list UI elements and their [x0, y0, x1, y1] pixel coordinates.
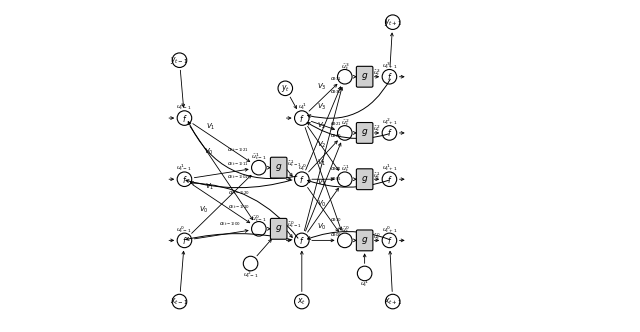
Text: $g$: $g$ — [275, 162, 282, 173]
FancyBboxPatch shape — [356, 169, 373, 190]
Text: $V_2$: $V_2$ — [317, 140, 326, 150]
Text: $V_0$: $V_0$ — [317, 222, 326, 232]
Text: $f$: $f$ — [387, 235, 392, 246]
Text: $\alpha_{(t-1)00}$: $\alpha_{(t-1)00}$ — [219, 221, 241, 228]
Text: $\alpha_{(t-1)01}$: $\alpha_{(t-1)01}$ — [227, 174, 249, 181]
Text: $u^3_{t+1}$: $u^3_{t+1}$ — [381, 60, 397, 71]
Text: $\alpha_{(t-1)21}$: $\alpha_{(t-1)21}$ — [227, 146, 249, 154]
Text: $\alpha_{t01}$: $\alpha_{t01}$ — [330, 175, 342, 183]
Text: $f$: $f$ — [387, 127, 392, 138]
Text: $y_{t-1}$: $y_{t-1}$ — [170, 55, 189, 66]
Text: $x_t$: $x_t$ — [298, 296, 307, 307]
FancyBboxPatch shape — [271, 157, 287, 178]
Text: $\alpha_{(t-1)11}$: $\alpha_{(t-1)11}$ — [227, 160, 249, 168]
Text: $f$: $f$ — [182, 113, 188, 124]
Text: $x_{t-1}$: $x_{t-1}$ — [170, 296, 189, 307]
Text: $f$: $f$ — [299, 174, 305, 185]
Text: $f$: $f$ — [299, 235, 305, 246]
Text: $\alpha_{t11}$: $\alpha_{t11}$ — [330, 165, 342, 173]
Text: $u^1_{t+1}$: $u^1_{t+1}$ — [381, 163, 397, 173]
Text: $V_0$: $V_0$ — [317, 199, 326, 209]
Text: $u^2_{t-1}$: $u^2_{t-1}$ — [176, 101, 191, 112]
Text: $V_0$: $V_0$ — [204, 147, 214, 157]
Text: $V_0$: $V_0$ — [199, 205, 209, 215]
Text: $g$: $g$ — [361, 235, 368, 246]
Text: $V_1$: $V_1$ — [317, 178, 326, 188]
Text: $g$: $g$ — [361, 174, 368, 185]
Text: $V_1$: $V_1$ — [317, 158, 326, 168]
Text: $\hat{u}^0_t$: $\hat{u}^0_t$ — [373, 231, 381, 242]
Text: $\hat{u}^0_{t-1}$: $\hat{u}^0_{t-1}$ — [287, 219, 302, 230]
Text: $\alpha_{t10}$: $\alpha_{t10}$ — [330, 216, 342, 224]
Text: $\alpha_{t21}$: $\alpha_{t21}$ — [330, 120, 342, 127]
Text: $f$: $f$ — [299, 113, 305, 124]
Text: $u^1_{t-1}$: $u^1_{t-1}$ — [176, 163, 191, 173]
Text: $\hat{u}^1_t$: $\hat{u}^1_t$ — [373, 170, 381, 181]
Text: $g$: $g$ — [275, 223, 282, 234]
Text: $\bar{u}^1_{t-1}$: $\bar{u}^1_{t-1}$ — [251, 152, 267, 162]
FancyBboxPatch shape — [271, 218, 287, 239]
Text: $\alpha_{t30}$: $\alpha_{t30}$ — [330, 88, 342, 96]
Text: $\alpha_{t31}$: $\alpha_{t31}$ — [330, 75, 342, 83]
Text: $x_{t+1}$: $x_{t+1}$ — [383, 296, 402, 307]
FancyBboxPatch shape — [356, 66, 373, 87]
Text: $\alpha_{(t-1)10}$: $\alpha_{(t-1)10}$ — [228, 204, 250, 211]
Text: $\bar{u}^0_t$: $\bar{u}^0_t$ — [340, 224, 349, 235]
Text: $u^1_t$: $u^1_t$ — [298, 101, 306, 112]
Text: $y_t$: $y_t$ — [281, 83, 290, 94]
Text: $u^0_t$: $u^0_t$ — [298, 163, 306, 173]
Text: $u^0_{t-1}$: $u^0_{t-1}$ — [176, 224, 191, 234]
Text: $u^2_{t-1}$: $u^2_{t-1}$ — [243, 269, 259, 280]
Text: $u^2_{t+1}$: $u^2_{t+1}$ — [381, 116, 397, 127]
Text: $V_2$: $V_2$ — [317, 121, 326, 131]
Text: $u^1_t$: $u^1_t$ — [360, 279, 369, 290]
Text: $u^0_{t+1}$: $u^0_{t+1}$ — [381, 224, 397, 234]
Text: $g$: $g$ — [361, 71, 368, 82]
Text: $\hat{u}^2_t$: $\hat{u}^2_t$ — [373, 124, 381, 134]
FancyBboxPatch shape — [356, 123, 373, 143]
Text: $V_1$: $V_1$ — [205, 182, 214, 192]
Text: $\bar{u}^2_t$: $\bar{u}^2_t$ — [340, 117, 349, 128]
Text: $y_{t+1}$: $y_{t+1}$ — [383, 17, 402, 28]
Text: $V_1$: $V_1$ — [205, 122, 215, 132]
Text: $g$: $g$ — [361, 127, 368, 138]
Text: $V_3$: $V_3$ — [317, 102, 326, 112]
Text: $V_3$: $V_3$ — [317, 82, 326, 92]
Text: $\alpha_{(t-1)20}$: $\alpha_{(t-1)20}$ — [228, 190, 250, 197]
Text: $\alpha_{t00}$: $\alpha_{t00}$ — [330, 231, 342, 239]
Text: $\hat{u}^1_{t-1}$: $\hat{u}^1_{t-1}$ — [287, 158, 302, 169]
FancyBboxPatch shape — [356, 230, 373, 251]
Text: $f$: $f$ — [387, 174, 392, 185]
Text: $\hat{u}^3_t$: $\hat{u}^3_t$ — [373, 67, 381, 78]
Text: $\alpha_{t20}$: $\alpha_{t20}$ — [330, 132, 342, 140]
Text: $f$: $f$ — [182, 174, 188, 185]
Text: $\bar{u}^1_t$: $\bar{u}^1_t$ — [340, 163, 349, 174]
Text: $\bar{u}^3_t$: $\bar{u}^3_t$ — [340, 61, 349, 72]
Text: $f$: $f$ — [182, 235, 188, 246]
Text: $f$: $f$ — [387, 71, 392, 82]
Text: $\bar{u}^0_{t-1}$: $\bar{u}^0_{t-1}$ — [251, 213, 267, 224]
